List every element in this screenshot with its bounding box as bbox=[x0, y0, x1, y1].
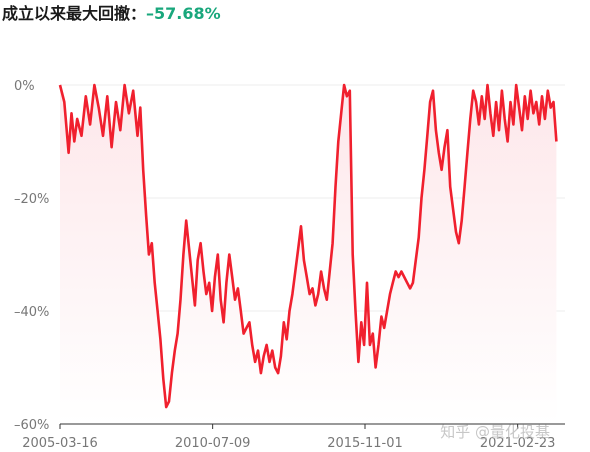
watermark-text: 知乎 @量化投基 bbox=[440, 423, 550, 441]
x-tick-label: 2015-11-01 bbox=[327, 436, 403, 451]
max-drawdown-value: –57.68% bbox=[146, 4, 221, 23]
x-tick-label: 2021-02-23 bbox=[480, 436, 556, 451]
y-axis-ticks: 0% –20% –40% –60% bbox=[14, 79, 49, 433]
y-tick-label: –40% bbox=[14, 305, 49, 320]
chart-header: 成立以来最大回撤：–57.68% bbox=[2, 0, 221, 28]
max-drawdown-label: 成立以来最大回撤： bbox=[2, 4, 147, 23]
drawdown-line bbox=[58, 83, 558, 409]
x-axis-ticks: 2005-03-16 2010-07-09 2015-11-01 2021-02-23 bbox=[22, 424, 555, 451]
x-tick-label: 2010-07-09 bbox=[175, 436, 251, 451]
drawdown-area bbox=[60, 85, 557, 424]
y-tick-label: –20% bbox=[14, 192, 49, 207]
y-tick-label: 0% bbox=[14, 79, 35, 94]
x-tick-label: 2005-03-16 bbox=[22, 436, 98, 451]
y-tick-label: –60% bbox=[14, 418, 49, 433]
